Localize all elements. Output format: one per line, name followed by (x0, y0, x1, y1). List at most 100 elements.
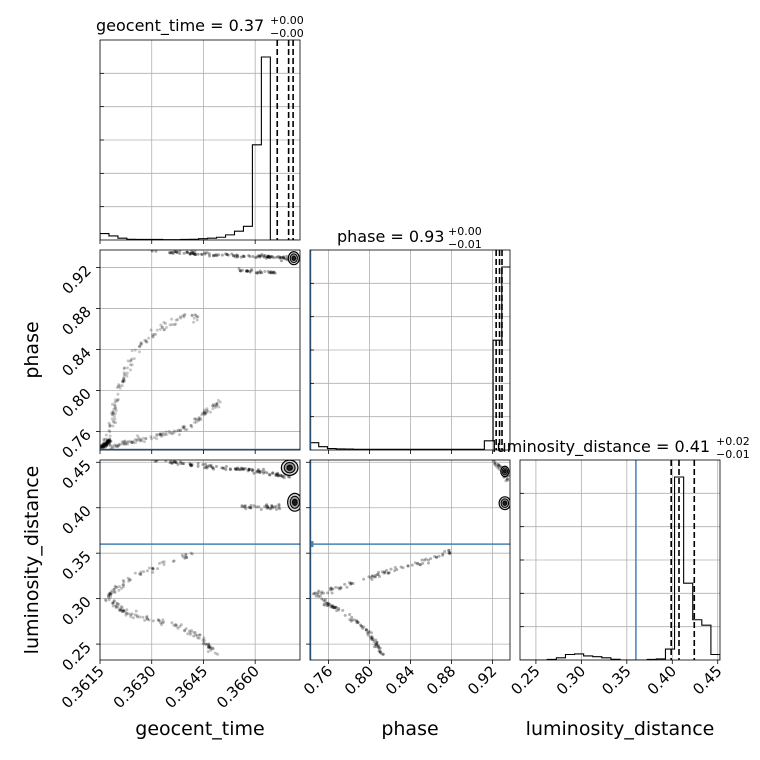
sample-point (441, 552, 445, 556)
sample-point (108, 424, 112, 428)
sample-point (242, 255, 246, 259)
sample-point (270, 271, 274, 275)
sample-point (159, 432, 163, 436)
sample-point (142, 440, 146, 444)
sample-point (109, 439, 113, 443)
sample-point (320, 590, 324, 594)
sample-point (190, 250, 194, 253)
sample-point (194, 420, 198, 424)
sample-point (101, 446, 105, 450)
sample-point (119, 605, 123, 609)
sample-point (234, 253, 238, 257)
sample-point (268, 255, 272, 259)
sample-point (259, 507, 263, 511)
sample-point (118, 386, 122, 390)
sample-point (177, 429, 181, 433)
sample-point (162, 321, 166, 325)
sample-point (348, 613, 352, 617)
sample-point (105, 439, 109, 443)
sample-point (192, 320, 196, 324)
sample-point (172, 559, 176, 563)
sample-point (128, 359, 132, 363)
sample-point (179, 460, 183, 464)
sample-point (127, 579, 131, 583)
sample-point (153, 456, 156, 459)
sample-point (239, 269, 243, 273)
sample-point (448, 552, 452, 556)
sample-point (258, 255, 262, 259)
sample-point (220, 253, 224, 257)
sample-point (182, 313, 186, 317)
sample-point (268, 256, 272, 260)
sample-point (185, 428, 189, 432)
sample-point (117, 443, 121, 447)
sample-point (140, 439, 144, 443)
sample-point (237, 468, 241, 472)
sample-point (183, 425, 187, 429)
sample-point (133, 613, 137, 617)
sample-point (133, 348, 137, 352)
sample-point (443, 549, 447, 553)
sample-point (122, 582, 126, 586)
sample-point (235, 255, 239, 259)
sample-point (151, 566, 155, 570)
xtick-label: 0.3660 (213, 662, 263, 712)
sample-point (108, 430, 112, 434)
sample-point (393, 569, 397, 573)
sample-point (215, 402, 219, 406)
sample-point (173, 460, 177, 464)
sample-point (205, 408, 209, 412)
sample-point (152, 456, 155, 459)
sample-point (222, 466, 226, 470)
sample-point (108, 424, 112, 428)
sample-point (133, 438, 137, 442)
sample-point (159, 623, 163, 627)
sample-point (242, 254, 246, 258)
sample-point (193, 420, 197, 424)
sample-point (117, 585, 121, 589)
sample-point (378, 646, 382, 650)
sample-point (105, 441, 109, 445)
sample-point (147, 618, 151, 622)
sample-point (369, 637, 373, 641)
sample-point (265, 506, 269, 510)
sample-point (250, 467, 254, 471)
sample-point (246, 469, 250, 473)
sample-point (324, 598, 328, 602)
sample-point (100, 444, 104, 448)
sample-point (114, 444, 118, 448)
ytick-label: 0.92 (58, 262, 94, 298)
sample-point (267, 255, 271, 259)
sample-point (202, 412, 206, 416)
sample-point (206, 650, 210, 654)
sample-point (196, 252, 200, 256)
sample-point (326, 602, 330, 606)
sample-point (114, 585, 118, 589)
sample-point (183, 312, 187, 316)
sample-point (370, 636, 374, 640)
sample-point (256, 254, 260, 258)
panel-border (99, 459, 301, 661)
sample-point (270, 255, 274, 259)
sample-point (105, 437, 109, 441)
sample-point (106, 439, 110, 443)
sample-point (138, 615, 142, 619)
panel-content (100, 40, 300, 240)
sample-point (117, 588, 121, 592)
sample-point (170, 431, 174, 435)
sample-point (364, 628, 368, 632)
sample-point (345, 585, 349, 589)
sample-point (108, 444, 112, 448)
sample-point (184, 627, 188, 631)
sample-point (147, 336, 151, 340)
sample-point (151, 570, 155, 574)
sample-point (378, 574, 382, 578)
sample-point (370, 638, 374, 642)
sample-point (121, 583, 125, 587)
sample-point (378, 650, 382, 654)
sample-point (160, 621, 164, 625)
sample-point (187, 629, 191, 633)
sample-point (262, 255, 266, 259)
sample-point (108, 592, 112, 596)
sample-point (218, 400, 222, 404)
